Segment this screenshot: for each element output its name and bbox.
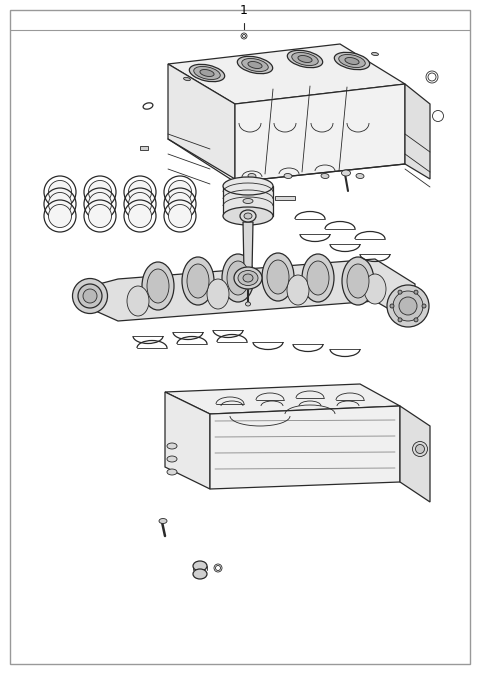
Polygon shape [243,222,253,272]
Ellipse shape [364,274,386,304]
Ellipse shape [414,318,418,322]
Ellipse shape [242,59,268,71]
Ellipse shape [372,53,378,55]
Ellipse shape [245,302,251,306]
Ellipse shape [422,304,426,308]
Polygon shape [165,392,210,489]
Ellipse shape [243,274,253,282]
Ellipse shape [240,210,256,222]
Ellipse shape [237,57,273,73]
Ellipse shape [416,444,424,454]
Polygon shape [168,44,405,104]
Polygon shape [405,84,430,179]
Ellipse shape [187,264,209,298]
Text: 1: 1 [240,4,248,17]
Polygon shape [168,64,235,179]
Ellipse shape [387,285,429,327]
Ellipse shape [262,253,294,301]
Polygon shape [140,146,148,150]
Ellipse shape [189,64,225,82]
Ellipse shape [223,177,273,195]
Ellipse shape [129,204,152,228]
Ellipse shape [147,269,169,303]
Ellipse shape [88,204,111,228]
Ellipse shape [222,254,254,302]
Ellipse shape [194,67,220,80]
Ellipse shape [142,262,174,310]
Ellipse shape [193,569,207,579]
Ellipse shape [284,173,292,179]
Ellipse shape [321,173,329,179]
Ellipse shape [193,561,207,571]
Ellipse shape [168,204,192,228]
Ellipse shape [238,270,258,286]
Ellipse shape [167,456,177,462]
Ellipse shape [390,304,394,308]
Ellipse shape [159,518,167,524]
Ellipse shape [167,469,177,475]
Ellipse shape [83,289,97,303]
Ellipse shape [307,261,329,295]
Ellipse shape [129,181,152,204]
Ellipse shape [48,204,72,228]
Ellipse shape [183,78,191,81]
Ellipse shape [234,267,262,289]
Ellipse shape [298,55,312,63]
Ellipse shape [339,55,365,67]
Ellipse shape [398,318,402,322]
Ellipse shape [393,291,423,321]
Ellipse shape [399,297,417,315]
Polygon shape [210,406,400,489]
Ellipse shape [341,170,350,176]
Ellipse shape [129,193,152,216]
Ellipse shape [127,286,149,316]
Ellipse shape [207,279,229,309]
Ellipse shape [168,181,192,204]
Ellipse shape [342,257,374,305]
Ellipse shape [48,181,72,204]
Ellipse shape [292,53,318,65]
Ellipse shape [412,441,428,456]
Polygon shape [223,186,273,216]
Ellipse shape [398,290,402,294]
Ellipse shape [267,260,289,294]
Ellipse shape [72,278,108,313]
Ellipse shape [244,213,252,219]
Ellipse shape [88,181,111,204]
Ellipse shape [356,173,364,179]
Polygon shape [235,84,405,182]
Ellipse shape [248,61,262,69]
Ellipse shape [414,290,418,294]
Ellipse shape [168,193,192,216]
Ellipse shape [182,257,214,305]
Polygon shape [165,384,400,414]
Ellipse shape [248,173,256,179]
Ellipse shape [88,193,111,216]
Ellipse shape [167,443,177,449]
Ellipse shape [287,275,309,305]
Ellipse shape [227,261,249,295]
Polygon shape [80,259,415,324]
Ellipse shape [48,193,72,216]
Ellipse shape [200,69,214,76]
Ellipse shape [345,57,359,65]
Polygon shape [275,196,295,200]
Ellipse shape [347,264,369,298]
Ellipse shape [288,51,323,67]
Ellipse shape [334,53,370,69]
Ellipse shape [243,199,253,204]
Ellipse shape [223,207,273,225]
Polygon shape [400,406,430,502]
Ellipse shape [302,254,334,302]
Ellipse shape [78,284,102,308]
